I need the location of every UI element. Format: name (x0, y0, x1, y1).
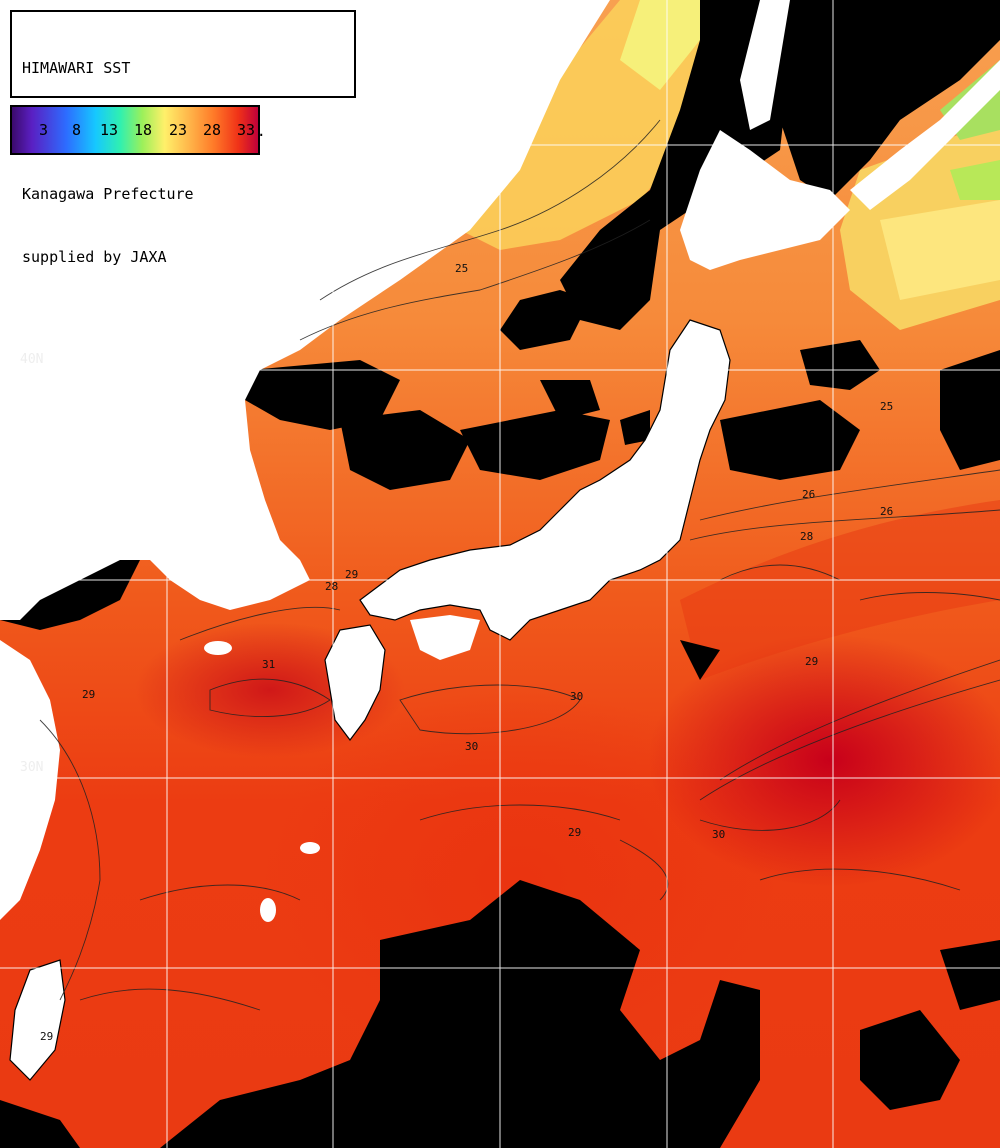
contour-label: 25 (880, 400, 893, 413)
colorbar-tick: 8 (72, 121, 82, 139)
contour-label: 29 (82, 688, 95, 701)
contour-label: 28 (325, 580, 338, 593)
title-line-source: supplied by JAXA (22, 248, 167, 266)
contour-label: 25 (455, 262, 468, 275)
cool-water-north (460, 0, 760, 250)
green-water-east (950, 160, 1000, 200)
coastline (9, 319, 731, 1081)
title-line-product: HIMAWARI SST (22, 59, 131, 77)
contour-label: 30 (570, 690, 583, 703)
cool-water-north-yellow (620, 0, 720, 90)
contour-label: 30 (465, 740, 478, 753)
colorbar-tick: 13 (100, 121, 119, 139)
contour-label: 31 (262, 658, 275, 671)
contour-label: 26 (880, 505, 893, 518)
colorbar-tick: 3 (39, 121, 49, 139)
contour-label: 28 (800, 530, 813, 543)
contour-label: 29 (40, 1030, 53, 1043)
colorbar-tick: 18 (134, 121, 153, 139)
land (0, 0, 1000, 1080)
colorbar-tick: 28 (203, 121, 222, 139)
contour-labels: 25 25 26 26 28 28 29 29 29 29 29 30 30 3… (40, 262, 893, 1043)
map-title-box: HIMAWARI SST 2025/08/17 03(UTC) 3H Comp.… (10, 10, 356, 266)
contour-label: 30 (712, 828, 725, 841)
contour-label: 26 (802, 488, 815, 501)
lat-label-upper: 40N (20, 352, 44, 367)
contour-label: 29 (805, 655, 818, 668)
temperature-colorbar: 3 8 13 18 23 28 33 (10, 105, 260, 155)
warm-band (680, 500, 1000, 680)
contour-label: 29 (345, 568, 358, 581)
title-line-agency: Kanagawa Prefecture (22, 185, 194, 203)
lat-label-lower: 30N (20, 760, 44, 775)
yellow-water-east (880, 200, 1000, 300)
colorbar-tick: 33 (237, 121, 256, 139)
colorbar-tick: 23 (169, 121, 188, 139)
contour-label: 29 (568, 826, 581, 839)
